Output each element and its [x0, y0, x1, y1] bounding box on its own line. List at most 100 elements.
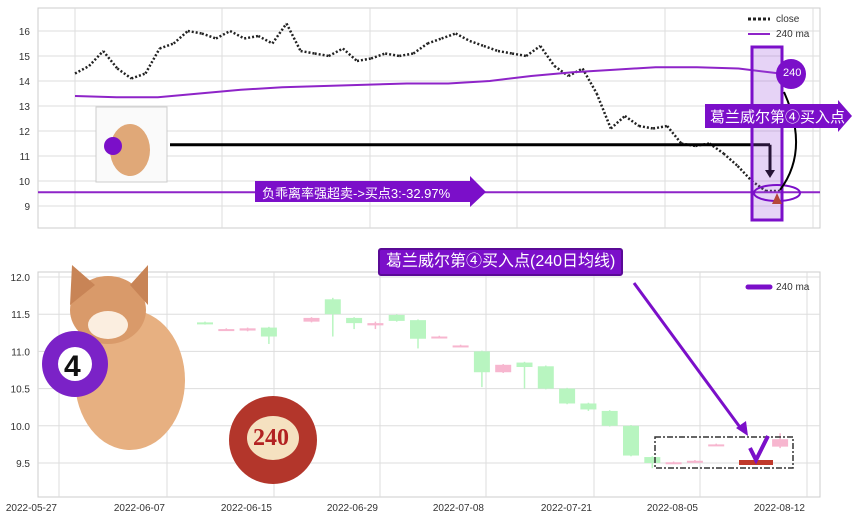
candle-body [260, 327, 277, 337]
candle-body [410, 320, 426, 339]
close-segment [215, 29, 231, 40]
y-tick-label: 16 [19, 27, 31, 38]
ball-4-label: 4 [64, 350, 81, 383]
dog-ears-icon [70, 265, 148, 305]
close-segment [539, 45, 556, 67]
close-segment [483, 44, 499, 53]
close-segment [257, 34, 273, 45]
close-segment [751, 179, 767, 193]
x-tick-label: 2022-06-07 [114, 503, 166, 514]
y-tick-label: 10.5 [11, 385, 31, 396]
close-segment [638, 124, 654, 130]
y-tick-label: 12.0 [11, 273, 31, 284]
top-arrow-banner [705, 100, 852, 132]
ball-240-label: 240 [253, 425, 289, 451]
y-tick-label: 11.5 [11, 310, 30, 321]
candle-body [516, 362, 533, 368]
close-segment [595, 93, 612, 129]
ball-240-face [247, 416, 299, 460]
dashed-highlight-box [654, 436, 794, 469]
close-segment [581, 67, 598, 95]
ball-icon [104, 137, 122, 155]
close-segment [201, 32, 217, 40]
y-tick-label: 11 [20, 152, 31, 163]
candle-body [303, 317, 320, 322]
y-tick-label: 14 [19, 77, 31, 88]
pointer-arrow [632, 282, 744, 431]
candle-body [239, 328, 256, 331]
x-tick-label: 2022-05-27 [6, 503, 58, 514]
candle-body [197, 322, 213, 325]
candle-body [324, 299, 341, 315]
candle-body [367, 323, 384, 326]
y-tick-label: 12 [19, 127, 31, 138]
close-segment [271, 22, 288, 45]
x-tick-label: 2022-06-29 [327, 503, 379, 514]
x-tick-label: 2022-08-12 [754, 503, 806, 514]
close-segment [229, 29, 245, 40]
y-tick-label: 11.0 [11, 347, 30, 358]
x-tick-label: 2022-07-08 [433, 503, 485, 514]
close-segment [427, 37, 443, 45]
top-buy-point-label: 葛兰威尔第④买入点 [710, 109, 846, 126]
legend-ma-label: 240 ma [776, 29, 810, 40]
candle-body [452, 345, 469, 348]
close-segment [497, 49, 513, 55]
y-tick-label: 9 [24, 202, 30, 213]
legend-ma-label: 240 ma [776, 282, 810, 293]
close-segment [172, 30, 189, 45]
dog-icon [110, 124, 150, 176]
buy-marker-icon [772, 193, 782, 204]
pointer-arrowhead [736, 421, 748, 436]
close-segment [130, 72, 146, 80]
candle-body [431, 336, 448, 339]
close-segment [609, 115, 626, 130]
check-icon [748, 435, 770, 465]
arrowhead [765, 170, 775, 178]
close-segment [370, 52, 386, 60]
close-segment [624, 114, 640, 128]
close-segment [469, 39, 485, 48]
legend-close-label: close [776, 14, 800, 25]
candle-body [473, 351, 490, 373]
close-segment [722, 152, 739, 167]
close-segment [342, 47, 358, 62]
close-segment [243, 34, 259, 40]
y-tick-label: 10 [19, 177, 31, 188]
close-segment [285, 22, 302, 52]
bottom-title: 葛兰威尔第④买入点(240日均线) [378, 248, 624, 276]
close-segment [567, 67, 584, 78]
close-segment [300, 49, 315, 55]
candle-body [495, 364, 512, 373]
candle-body [772, 439, 789, 447]
close-segment [144, 47, 161, 75]
candle-body [580, 403, 597, 410]
ma-ball-icon [776, 59, 806, 89]
dog-body-icon [75, 310, 185, 450]
ma-ball-label: 240 [783, 67, 802, 79]
close-segment [328, 47, 344, 58]
close-segment [116, 67, 133, 80]
ma240-line [74, 66, 781, 99]
close-segment [88, 50, 105, 67]
candle-body [537, 366, 554, 389]
close-segment [455, 32, 471, 43]
close-segment [736, 165, 753, 182]
x-tick-label: 2022-08-05 [647, 503, 699, 514]
candle-body [388, 314, 405, 321]
y-tick-label: 15 [19, 52, 31, 63]
candle-body [218, 329, 235, 332]
candle-body [346, 317, 363, 324]
close-segment [356, 57, 372, 63]
close-segment [102, 50, 119, 70]
close-segment [666, 125, 683, 145]
ball-4-face [58, 347, 92, 381]
close-segment [159, 42, 175, 50]
close-segment [525, 44, 542, 58]
y-tick-label: 9.5 [16, 459, 30, 470]
deviation-banner [255, 176, 486, 207]
candle-body [644, 457, 661, 463]
close-segment [553, 64, 570, 78]
x-tick-label: 2022-07-21 [541, 503, 593, 514]
